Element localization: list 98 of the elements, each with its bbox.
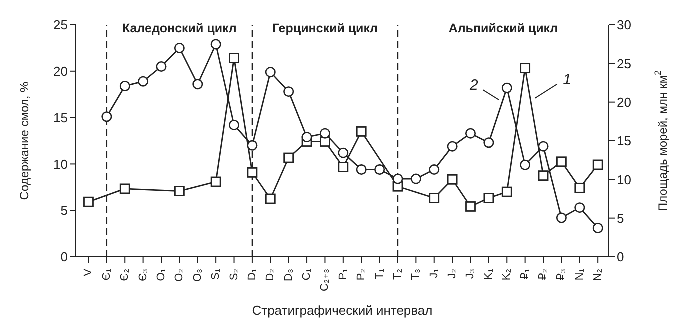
x-tick-label: N₂ [592,269,604,282]
point [520,160,531,170]
point [265,194,276,204]
point [574,202,586,214]
y2-tick-label: 20 [617,94,632,110]
point [374,164,386,176]
y2-tick-label: 0 [617,250,624,265]
x-tick-label: C₁ [301,268,314,281]
x-tick-label: C₂₊₃ [319,269,332,292]
point [447,174,458,185]
y-tick-label: 25 [54,18,68,33]
point [247,140,258,151]
x-tick-label: J₂ [446,269,459,279]
x-tick-label: ₽₁ [519,268,532,280]
point [120,184,130,194]
y2-tick-label: 10 [617,172,632,188]
point [466,202,476,212]
y2-tick-label: 25 [617,56,632,72]
point [538,170,549,181]
x-tick-label: N₁ [574,268,586,281]
x-tick-label: Є₂ [119,269,132,282]
point [574,182,586,194]
point [210,39,222,50]
x-tick-label: K₁ [482,268,495,280]
x-tick-label: S₁ [210,268,222,280]
point [592,222,604,234]
y2-tick-label: 5 [617,210,624,226]
x-tick-label: ₽₂ [538,269,550,280]
point [447,141,458,152]
x-tick-label: Є₁ [100,268,113,281]
annotation: Альпийский цикл [448,21,558,36]
point [320,136,330,147]
point [174,186,185,196]
x-tick-label: O₁ [156,268,168,282]
point [192,79,204,90]
point [356,126,367,137]
point [174,42,185,54]
x-axis-title: Стратиграфический интервал [252,303,433,318]
y-tick-label: 15 [54,110,68,126]
y-tick-label: 20 [54,64,68,80]
x-tick-label: Є₃ [137,269,150,282]
point [284,152,294,164]
x-tick-label: K₂ [501,269,514,281]
x-tick-label: T₂ [392,269,404,280]
point [284,86,294,98]
point [229,120,240,130]
point [429,193,440,204]
y-tick-label: 5 [60,203,68,218]
x-tick-label: P₂ [356,269,368,281]
point [392,174,404,184]
point [410,174,422,184]
x-tick-label: V [82,268,95,276]
x-tick-label: J₁ [428,268,440,278]
y-tick-label: 0 [60,250,68,265]
point [556,212,567,224]
x-tick-label: D₃ [282,269,295,282]
x-tick-label: ₽₃ [556,269,568,280]
point [465,128,476,139]
point [84,196,94,208]
annotation: Каледонский цикл [122,21,237,36]
y2-tick-label: 30 [617,18,632,33]
annotation: Герцинский цикл [272,21,378,36]
point [502,186,512,198]
point [592,160,604,170]
point [338,148,349,158]
point [484,193,494,204]
point [502,82,512,94]
point [356,164,367,176]
point [265,67,276,78]
point [538,141,549,152]
point [138,76,149,87]
point [429,164,440,176]
x-tick-label: D₂ [264,269,277,282]
point [247,168,258,178]
point [210,176,222,188]
x-tick-label: D₁ [246,268,258,281]
x-tick-label: T₃ [410,269,422,280]
x-tick-label: O₂ [174,269,186,282]
point [484,138,494,148]
point [338,162,349,172]
legend-label: 2 [468,77,479,94]
point [556,156,567,168]
y-tick-label: 10 [54,156,68,172]
x-tick-label: J₃ [464,269,477,279]
point [320,128,330,139]
x-tick-label: S₂ [228,269,240,281]
point [229,53,240,64]
point [156,62,167,72]
point [102,112,112,122]
point [520,63,531,74]
point [120,81,130,92]
y2-tick-label: 15 [617,134,632,149]
point [302,132,312,143]
x-tick-label: P₁ [337,268,350,280]
text: 1 [563,71,572,88]
y-axis-title: Содержание смол, % [17,81,32,200]
x-tick-label: T₁ [374,268,386,280]
x-tick-label: O₃ [192,269,204,282]
